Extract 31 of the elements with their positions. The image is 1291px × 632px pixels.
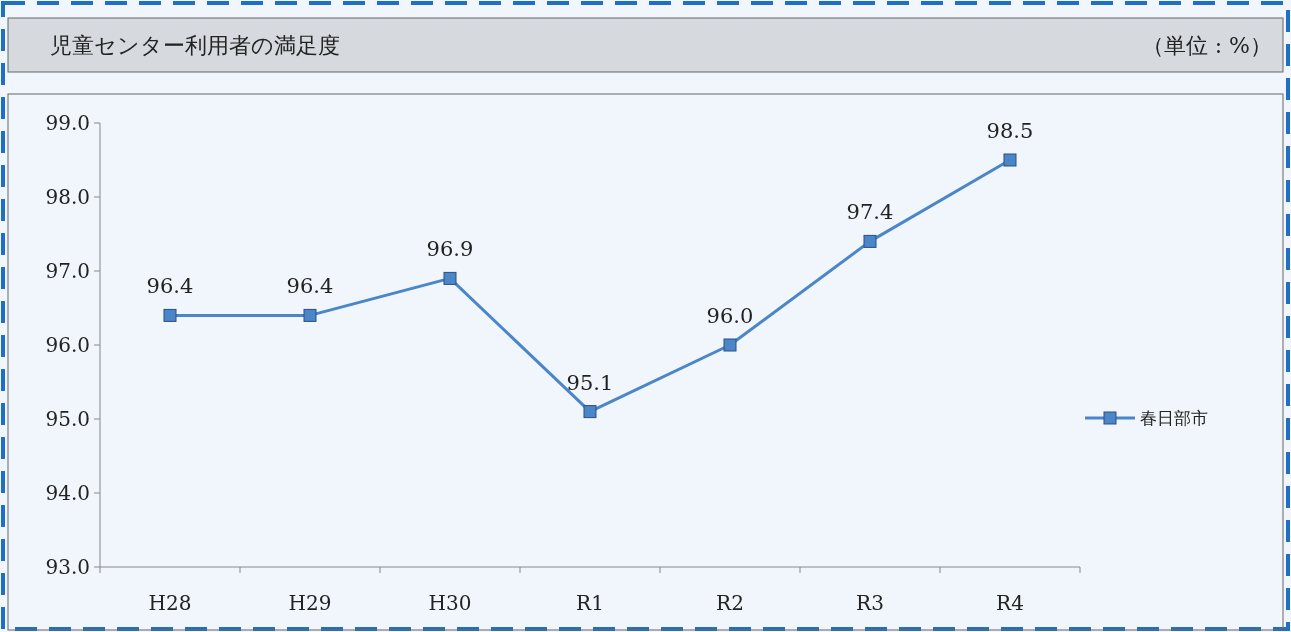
y-tick-label: 97.0: [45, 259, 90, 283]
y-tick-label: 95.0: [45, 407, 90, 431]
point: [163, 308, 177, 322]
point: [303, 308, 317, 322]
chart-title: 児童センター利用者の満足度: [50, 33, 340, 58]
y-tick-label: 98.0: [45, 185, 90, 209]
x-tick-label: H28: [148, 591, 192, 615]
point: [863, 234, 877, 248]
y-tick-label: 94.0: [45, 481, 90, 505]
y-tick-label: 93.0: [45, 555, 90, 579]
y-tick-label: 99.0: [45, 111, 90, 135]
point: [723, 338, 737, 352]
x-tick-label: R1: [576, 591, 604, 615]
data-label: 96.4: [286, 274, 334, 299]
point: [1003, 153, 1017, 167]
data-label: 96.4: [146, 274, 194, 299]
text: （単位 : %）: [1141, 33, 1272, 58]
data-label: 96.0: [706, 304, 754, 328]
point: [443, 271, 457, 285]
data-label: 97.4: [846, 200, 894, 225]
data-label: 96.9: [426, 237, 474, 262]
legend-label: 春日部市: [1140, 408, 1208, 428]
data-label: 95.1: [566, 370, 614, 395]
point: [583, 405, 597, 419]
data-label: 98.5: [986, 119, 1034, 143]
x-tick-label: H29: [288, 591, 332, 615]
x-tick-label: R2: [716, 591, 744, 615]
x-tick-label: R3: [856, 591, 884, 615]
x-tick-label: H30: [428, 591, 472, 615]
x-tick-label: R4: [996, 591, 1024, 615]
y-tick-label: 96.0: [45, 333, 90, 357]
